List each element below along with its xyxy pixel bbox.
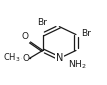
- Text: O: O: [21, 32, 28, 41]
- Text: NH$_2$: NH$_2$: [68, 59, 86, 71]
- Text: N: N: [56, 53, 63, 63]
- Text: Br: Br: [37, 18, 47, 27]
- Text: CH$_3$: CH$_3$: [4, 52, 21, 64]
- Text: O: O: [22, 54, 29, 63]
- Text: Br: Br: [82, 29, 91, 38]
